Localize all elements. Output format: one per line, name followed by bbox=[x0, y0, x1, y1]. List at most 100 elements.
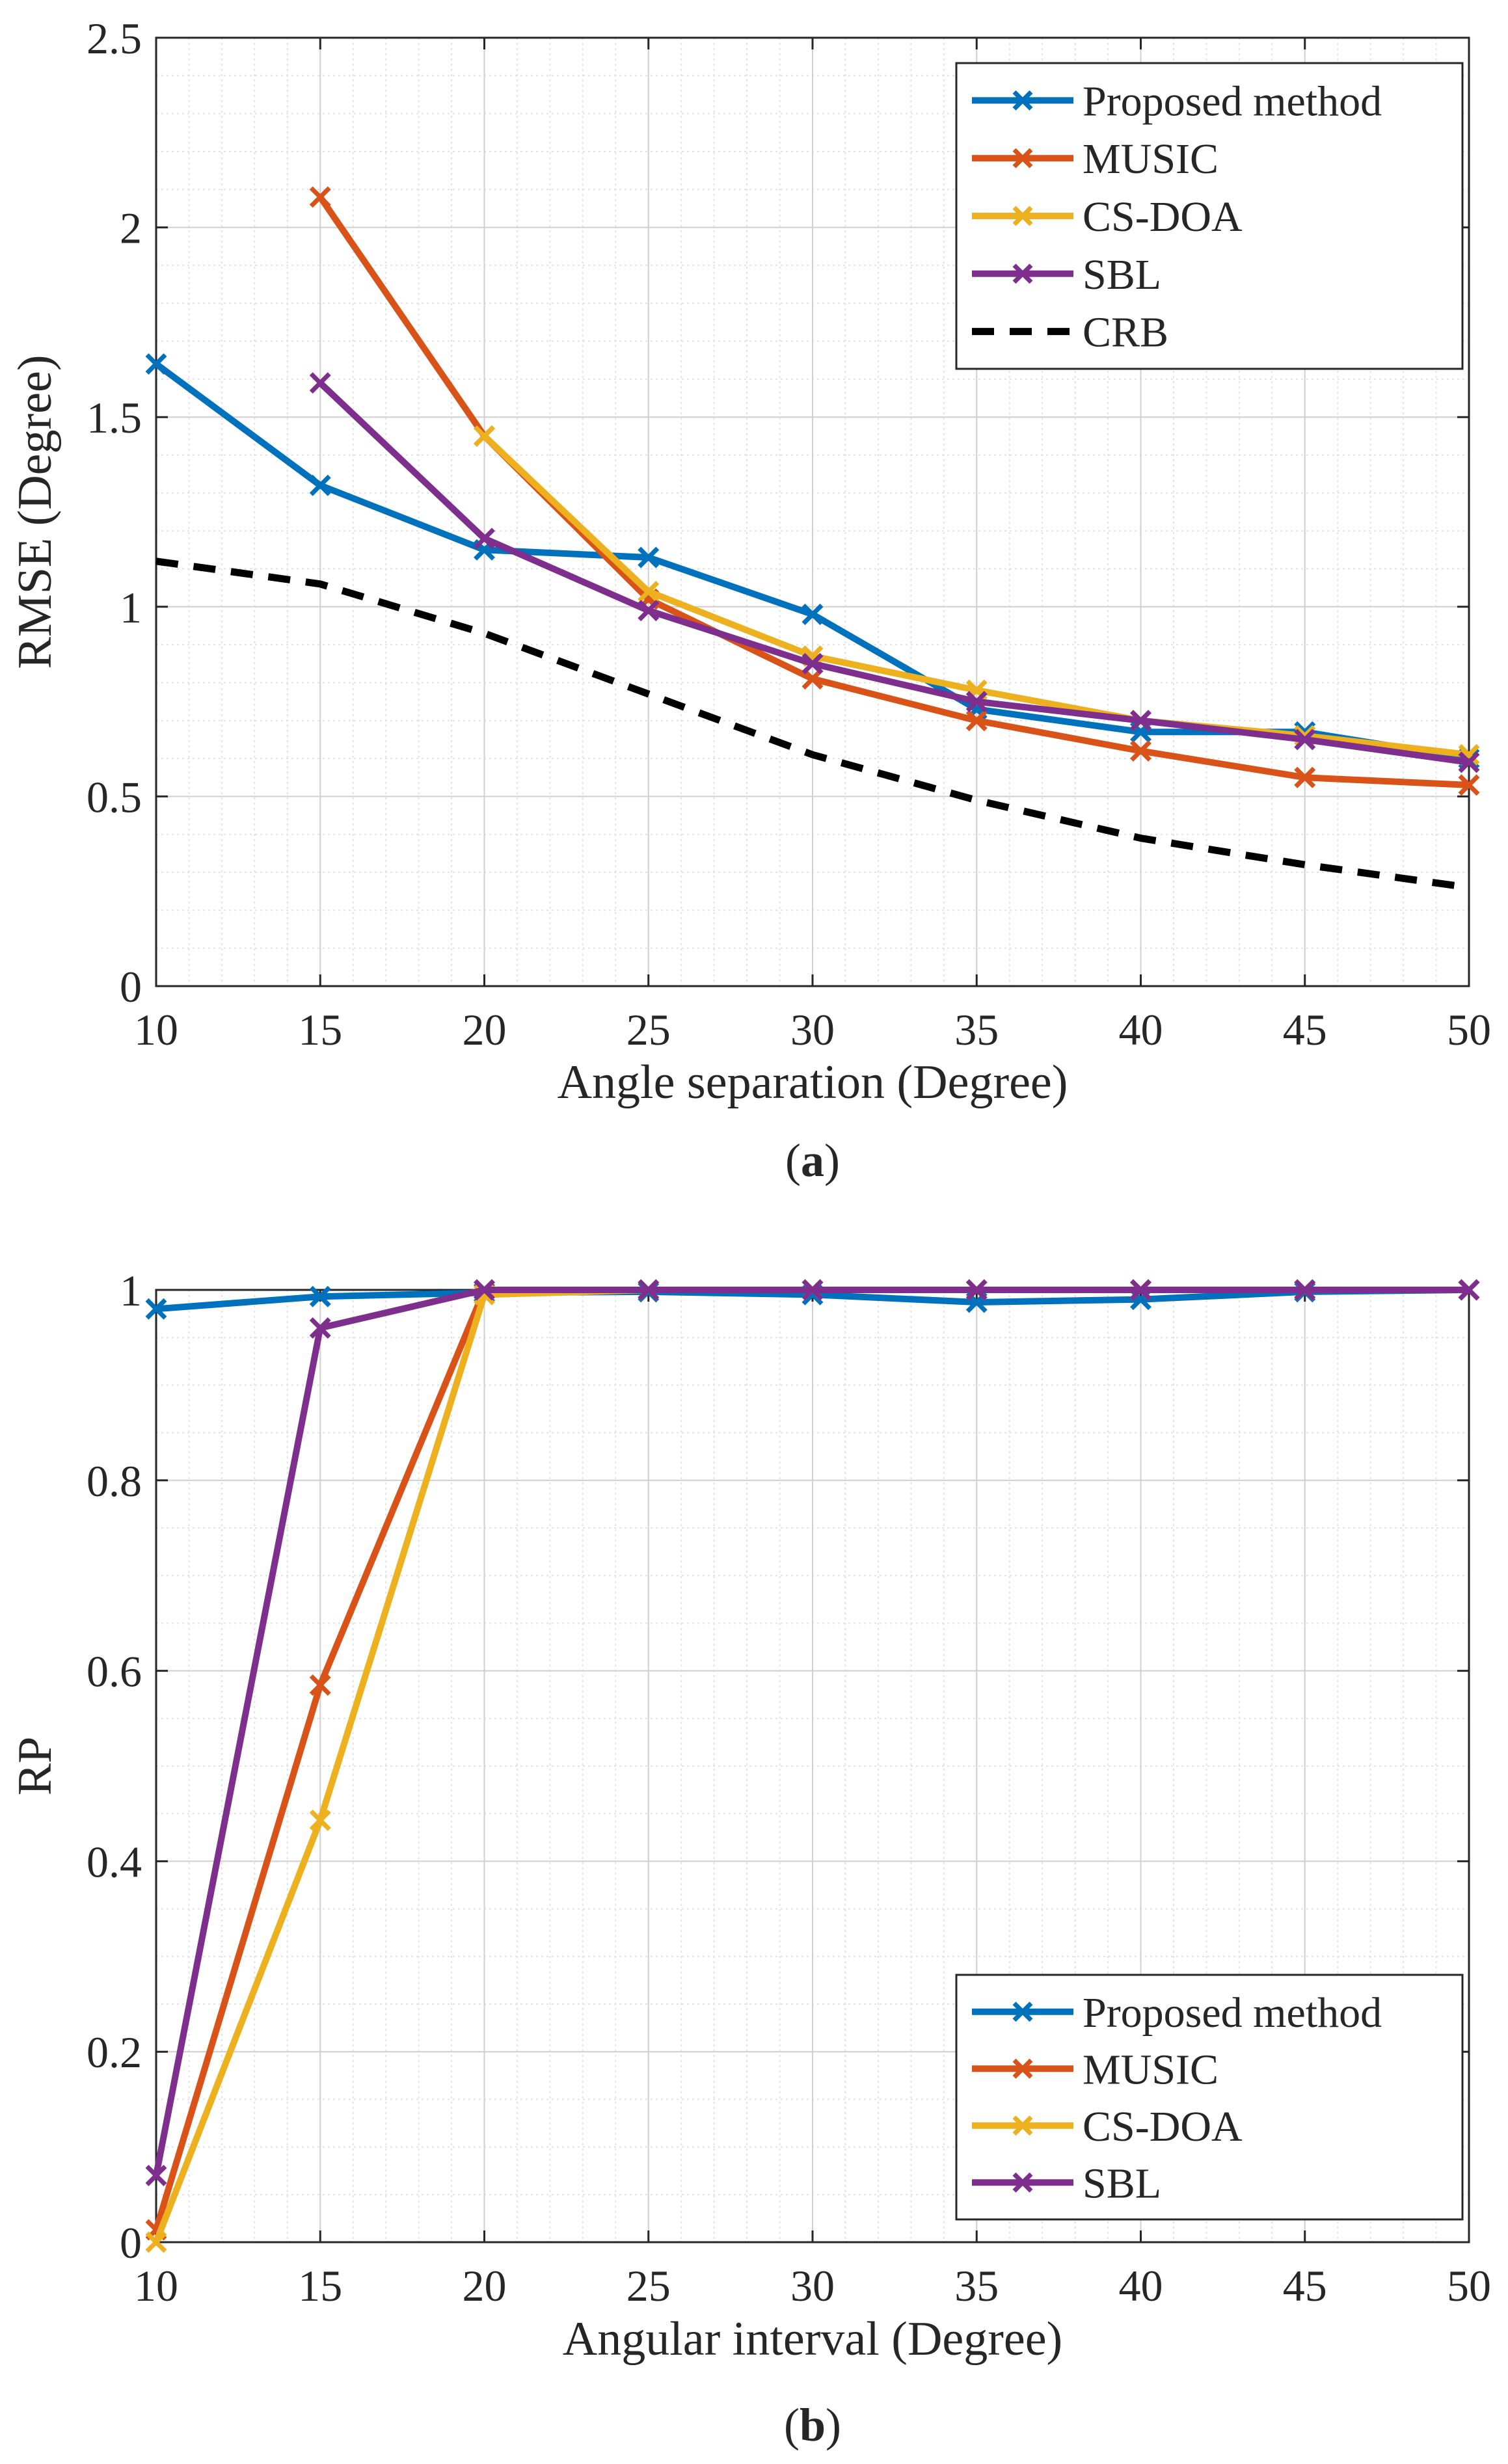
legend-entry: MUSIC bbox=[972, 2046, 1219, 2093]
data-point-stroke bbox=[1294, 1279, 1316, 1301]
data-point-stroke bbox=[801, 652, 824, 675]
legend-label: CRB bbox=[1083, 309, 1168, 356]
data-point-stroke bbox=[1294, 729, 1316, 751]
data-point-stroke bbox=[309, 474, 331, 496]
legend-entry: CS-DOA bbox=[972, 2103, 1243, 2150]
data-point bbox=[1130, 740, 1151, 762]
legend-box bbox=[955, 1974, 1464, 2221]
data-point bbox=[309, 186, 331, 208]
data-point-stroke bbox=[145, 353, 167, 375]
y-tick-label: 1 bbox=[120, 1266, 142, 1315]
legend-marker bbox=[1012, 148, 1033, 168]
data-point bbox=[965, 691, 988, 713]
data-point bbox=[1294, 766, 1316, 788]
legend-label: CS-DOA bbox=[1083, 193, 1243, 241]
legend-label: SBL bbox=[1083, 2160, 1161, 2207]
legend-label: MUSIC bbox=[1083, 2046, 1219, 2093]
y-tick-label: 0.4 bbox=[87, 1837, 142, 1886]
data-point-stroke bbox=[801, 603, 824, 625]
data-point bbox=[1294, 1279, 1316, 1301]
data-point bbox=[965, 710, 988, 732]
data-point-stroke bbox=[965, 1279, 988, 1301]
x-axis-label: Angle separation (Degree) bbox=[558, 1056, 1068, 1109]
data-point-stroke bbox=[965, 710, 988, 732]
legend-marker bbox=[1012, 90, 1033, 111]
x-tick-label: 15 bbox=[298, 1005, 342, 1054]
data-point-stroke bbox=[474, 425, 495, 447]
series-sbl bbox=[145, 1279, 1480, 2186]
data-point bbox=[1130, 710, 1151, 732]
data-point-stroke bbox=[638, 600, 660, 622]
data-point-stroke bbox=[309, 1285, 331, 1307]
data-point bbox=[965, 1279, 988, 1301]
chart-panel-a: 10 15 20 25 30 35 40 45 50 0 0.5 1 1.5 2 2.5 Angle sepa… bbox=[8, 14, 1491, 1186]
data-point bbox=[145, 2231, 167, 2253]
x-tick-label: 30 bbox=[790, 1005, 835, 1054]
y-tick-label: 0.6 bbox=[87, 1647, 142, 1696]
caption-letter: a bbox=[801, 1134, 824, 1186]
data-point bbox=[1130, 1279, 1151, 1301]
caption-paren: ( bbox=[784, 2399, 800, 2451]
y-tick-label: 1.5 bbox=[87, 393, 142, 442]
data-point-stroke bbox=[1458, 751, 1480, 773]
data-point bbox=[474, 425, 495, 447]
data-point-stroke bbox=[309, 1809, 331, 1831]
x-tick-label: 35 bbox=[954, 1005, 999, 1054]
x-tick-label: 20 bbox=[463, 1005, 507, 1054]
data-point bbox=[1458, 1279, 1480, 1301]
legend-box bbox=[955, 62, 1464, 370]
data-point bbox=[309, 372, 331, 394]
y-tick-label: 1 bbox=[120, 583, 142, 632]
series-crb bbox=[155, 557, 1470, 891]
y-tick-label: 0.2 bbox=[87, 2028, 142, 2077]
data-point-stroke bbox=[638, 580, 660, 602]
data-point bbox=[638, 600, 660, 622]
y-tick-label: 0.8 bbox=[87, 1456, 142, 1506]
data-point bbox=[1458, 774, 1480, 796]
chart-panel-b: 10 15 20 25 30 35 40 45 50 0 0.2 0.4 0.6 0.8 1 Angular … bbox=[8, 1266, 1491, 2451]
data-point bbox=[801, 1279, 824, 1301]
data-point-stroke bbox=[638, 546, 660, 569]
data-point bbox=[801, 652, 824, 675]
legend-marker bbox=[1012, 2002, 1033, 2022]
legend: Proposed method MUSIC CS-DOA SBL CRB bbox=[955, 62, 1464, 370]
data-point-stroke bbox=[965, 691, 988, 713]
legend-marker bbox=[1012, 206, 1033, 226]
series-line-sbl bbox=[317, 381, 1470, 766]
data-point bbox=[1458, 751, 1480, 773]
data-point bbox=[638, 580, 660, 602]
data-point bbox=[309, 1674, 331, 1696]
data-point-stroke bbox=[1294, 766, 1316, 788]
data-point bbox=[638, 546, 660, 569]
figure-caption: (b) bbox=[784, 2399, 841, 2451]
data-point-stroke bbox=[638, 1279, 660, 1301]
series-line-crb bbox=[155, 557, 1470, 891]
caption-paren: ) bbox=[824, 1134, 840, 1186]
y-tick-label: 0.5 bbox=[87, 772, 142, 822]
data-point-stroke bbox=[309, 372, 331, 394]
y-tick-label: 0 bbox=[120, 2218, 142, 2268]
data-point-stroke bbox=[801, 1279, 824, 1301]
data-point-stroke bbox=[145, 2231, 167, 2253]
x-tick-label: 45 bbox=[1283, 2261, 1327, 2310]
y-tick-label: 2 bbox=[120, 204, 142, 253]
data-point-stroke bbox=[1130, 1279, 1151, 1301]
legend-entry: CS-DOA bbox=[972, 193, 1243, 241]
data-point-stroke bbox=[474, 528, 495, 550]
data-point bbox=[145, 353, 167, 375]
data-point-stroke bbox=[309, 1674, 331, 1696]
legend: Proposed method MUSIC CS-DOA SBL bbox=[955, 1974, 1464, 2221]
caption-letter: b bbox=[800, 2399, 826, 2451]
legend-label: CS-DOA bbox=[1083, 2103, 1243, 2150]
x-tick-label: 45 bbox=[1283, 1005, 1327, 1054]
legend-label: SBL bbox=[1083, 251, 1161, 299]
x-tick-label: 35 bbox=[954, 2261, 999, 2310]
data-point bbox=[1294, 729, 1316, 751]
x-tick-label: 10 bbox=[134, 1005, 178, 1054]
figure-caption: (a) bbox=[785, 1134, 840, 1186]
data-point-stroke bbox=[474, 1279, 495, 1301]
y-axis-label: RP bbox=[8, 1737, 62, 1796]
x-tick-label: 20 bbox=[463, 2261, 507, 2310]
y-axis-label: RMSE (Degree) bbox=[8, 355, 62, 669]
